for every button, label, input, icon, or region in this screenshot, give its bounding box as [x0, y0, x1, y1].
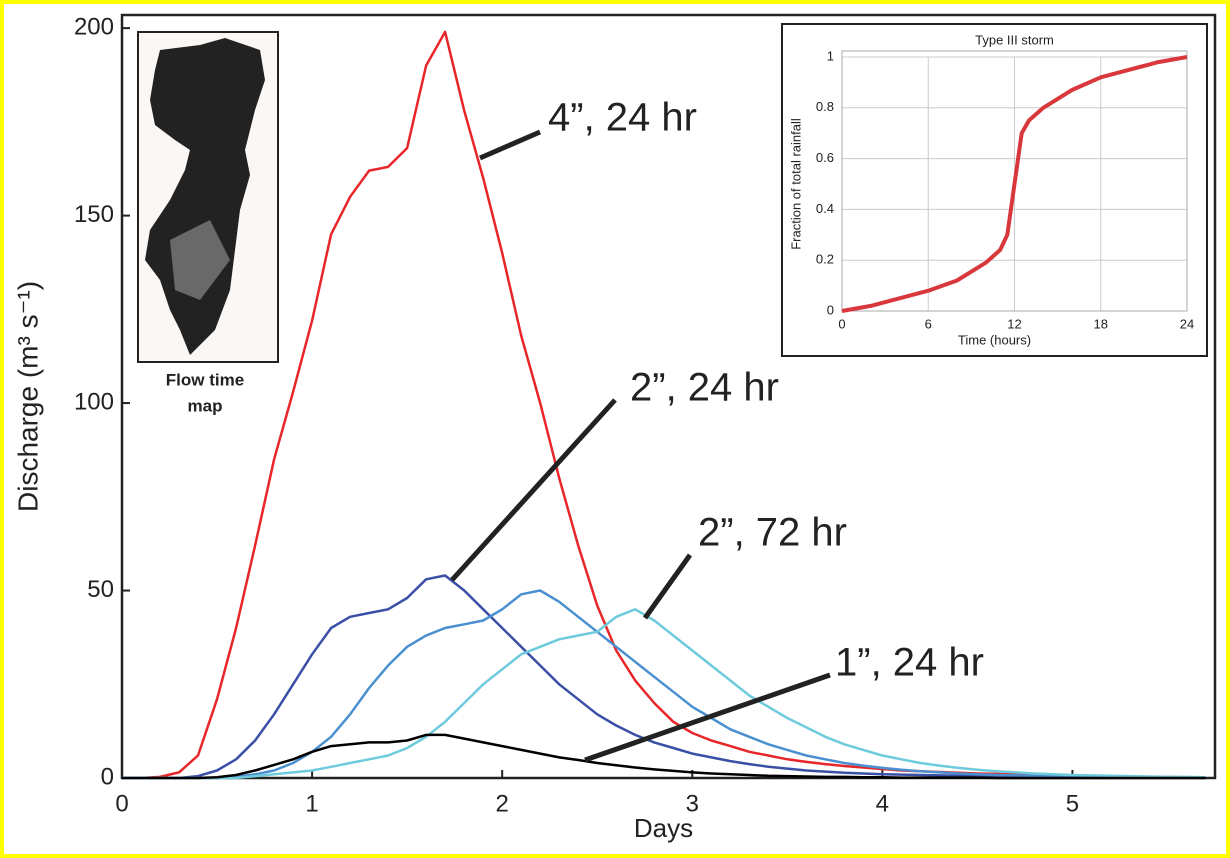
inset-frame: [782, 24, 1207, 356]
flow-map: Flow time map: [138, 32, 278, 415]
x-axis-label: Time (hours): [958, 332, 1031, 347]
x-tick-label: 0: [838, 316, 845, 331]
map-caption: Flow time: [166, 370, 244, 389]
x-tick-label: 4: [876, 790, 889, 817]
x-tick-label: 24: [1180, 316, 1194, 331]
y-tick-label: 200: [74, 13, 114, 40]
chart-title: Type III storm: [975, 32, 1054, 47]
x-tick-label: 2: [495, 790, 508, 817]
x-tick-label: 1: [305, 790, 318, 817]
y-tick-label: 100: [74, 388, 114, 415]
y-tick-label: 1: [827, 48, 834, 63]
y-tick-label: 0.4: [816, 201, 834, 216]
x-tick-label: 6: [925, 316, 932, 331]
series-label: 4”, 24 hr: [548, 96, 697, 140]
series-label: 2”, 72 hr: [698, 511, 847, 555]
y-axis-label: Fraction of total rainfall: [788, 118, 803, 250]
y-tick-label: 0: [101, 763, 114, 790]
y-tick-label: 150: [74, 201, 114, 228]
series-label: 2”, 24 hr: [630, 366, 779, 410]
series-label: 1”, 24 hr: [835, 641, 984, 685]
y-tick-label: 0: [827, 302, 834, 317]
x-tick-label: 0: [115, 790, 128, 817]
x-axis-label: Days: [634, 813, 693, 843]
map-caption: map: [188, 396, 223, 415]
chart: Flow time map 0501001502000123454”, 24 h…: [0, 0, 1230, 858]
x-tick-label: 12: [1007, 316, 1021, 331]
x-tick-label: 18: [1094, 316, 1108, 331]
y-tick-label: 0.2: [816, 252, 834, 267]
y-tick-label: 50: [87, 576, 114, 603]
y-tick-label: 0.8: [816, 99, 834, 114]
x-tick-label: 5: [1066, 790, 1079, 817]
y-axis-label: Discharge (m³ s⁻¹): [12, 281, 43, 512]
y-tick-label: 0.6: [816, 150, 834, 165]
